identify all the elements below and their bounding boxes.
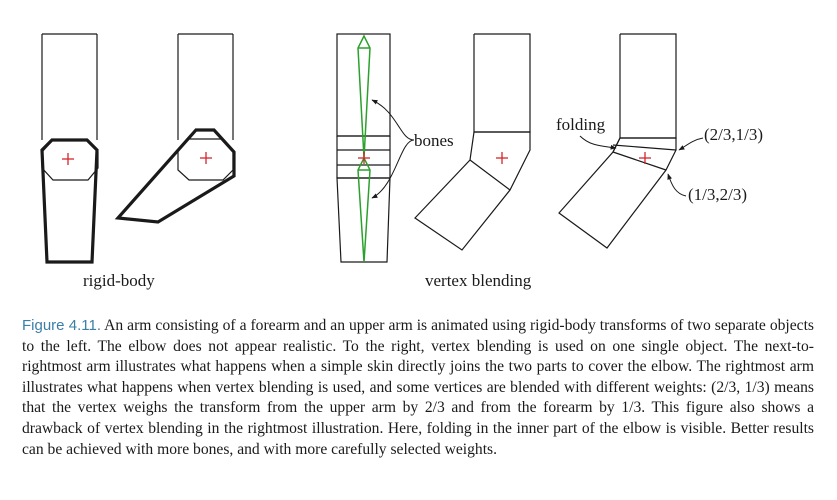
folding-label: folding: [556, 115, 606, 134]
joint-marker: [358, 152, 370, 164]
figure-number: Figure 4.11.: [22, 317, 102, 334]
bone-lower: [357, 156, 371, 263]
blend-arm-bent: [414, 33, 531, 251]
joint-marker: [62, 153, 74, 165]
joint-marker: [639, 152, 651, 164]
rigid-arm-bent: [114, 33, 236, 224]
forearm-segment: [40, 138, 99, 264]
bones-callout: [371, 99, 415, 199]
rigid-arm-straight: [40, 33, 99, 264]
joint-marker: [496, 152, 508, 164]
arm-outline-upper: [336, 33, 391, 137]
figure-caption: Figure 4.11. An arm consisting of a fore…: [22, 316, 814, 460]
blend-arm-folding: [558, 33, 677, 249]
upper-arm-segment: [177, 33, 234, 140]
bone-upper: [357, 34, 371, 159]
joint-marker: [200, 152, 212, 164]
elbow-joint-octagon: [41, 139, 99, 181]
weight-lower-label: (1/3,2/3): [688, 185, 747, 204]
vertex-blending-label: vertex blending: [425, 271, 532, 290]
weight-upper-arrow: [678, 137, 704, 151]
rigid-body-label: rigid-body: [83, 271, 155, 290]
elbow-joint-octagon: [177, 138, 234, 181]
upper-arm-segment: [41, 33, 98, 140]
folding-arrow: [579, 135, 617, 150]
arm-illustration: bones folding (2/3,1/3) (1/3,2/3) rigid-…: [40, 33, 763, 290]
caption-text: An arm consisting of a forearm and an up…: [22, 317, 814, 458]
bones-label: bones: [414, 131, 454, 150]
blend-arm-straight: [336, 33, 391, 263]
forearm-segment: [114, 128, 236, 224]
weight-upper-label: (2/3,1/3): [704, 125, 763, 144]
weight-lower-arrow: [667, 173, 687, 197]
